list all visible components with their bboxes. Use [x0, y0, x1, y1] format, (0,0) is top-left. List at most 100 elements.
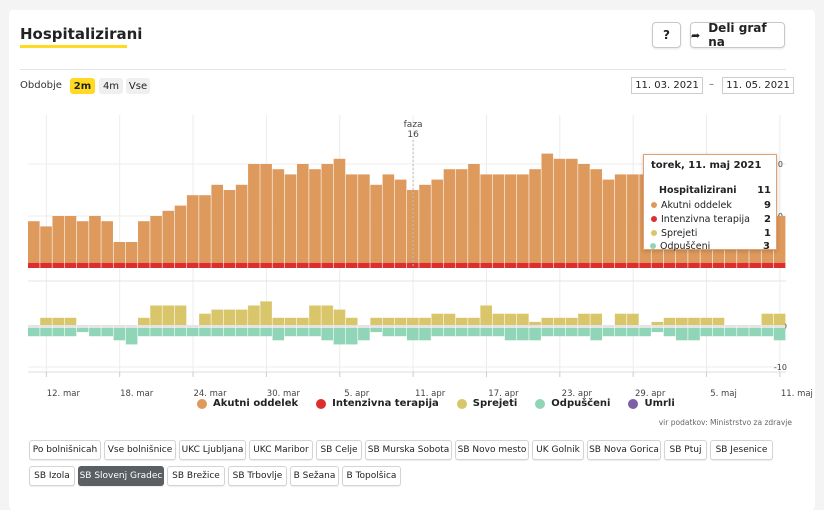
bar-net-change — [468, 325, 480, 328]
legend-item-intenzivna[interactable]: Intenzivna terapija — [316, 398, 439, 409]
period-option-all[interactable]: Vse — [126, 78, 150, 94]
bar-akutni-oddelek — [517, 174, 529, 263]
filter-sb-jesenice[interactable]: SB Jesenice — [710, 440, 773, 460]
bar-sprejeti — [455, 317, 468, 326]
bar-akutni-oddelek — [492, 174, 505, 263]
tooltip-row-label: Akutni oddelek — [661, 199, 732, 211]
legend-item-sprejeti[interactable]: Sprejeti — [456, 398, 517, 409]
date-to-input[interactable]: 11. 05. 2021 — [722, 77, 794, 94]
bar-net-change — [174, 325, 187, 328]
bar-net-change — [248, 325, 260, 328]
bar-odpusceni — [235, 328, 248, 337]
filter-vse-bolnisnice[interactable]: Vse bolnišnice — [104, 440, 176, 460]
bar-sprejeti — [345, 317, 358, 326]
bar-intenzivna-terapija — [260, 262, 272, 268]
bar-sprejeti — [761, 313, 774, 326]
bar-akutni-oddelek — [529, 169, 541, 263]
bar-net-change — [150, 325, 162, 328]
bar-sprejeti — [517, 313, 529, 326]
bar-net-change — [651, 325, 664, 328]
bar-sprejeti — [272, 317, 285, 326]
bar-odpusceni — [260, 328, 272, 337]
filter-b-sezana[interactable]: B Sežana — [290, 466, 339, 486]
bar-odpusceni — [688, 328, 700, 341]
bar-sprejeti — [235, 309, 248, 326]
bar-sprejeti — [40, 317, 52, 326]
x-tick-label: 5. maj — [710, 389, 737, 399]
filter-uk-golnik[interactable]: UK Golnik — [532, 440, 584, 460]
help-button[interactable]: ? — [652, 22, 681, 48]
bar-net-change — [125, 325, 138, 328]
filter-sb-murska-sobota[interactable]: SB Murska Sobota — [365, 440, 452, 460]
x-tick-label: 12. mar — [47, 389, 81, 399]
bar-intenzivna-terapija — [211, 262, 224, 268]
bar-sprejeti — [370, 317, 382, 326]
bar-sprejeti — [614, 313, 627, 326]
bar-sprejeti — [64, 317, 77, 326]
filter-sb-brezice[interactable]: SB Brežice — [167, 466, 225, 486]
bar-intenzivna-terapija — [773, 262, 786, 268]
bar-akutni-oddelek — [186, 195, 199, 263]
share-button[interactable]: ➦ Deli graf na — [690, 21, 785, 49]
bar-odpusceni — [101, 328, 113, 337]
filter-sb-slovenj-gradec[interactable]: SB Slovenj Gradec — [78, 466, 164, 486]
tooltip-row-label: Sprejeti — [661, 227, 698, 239]
tooltip-row-value: 1 — [764, 227, 771, 239]
tooltip-total-label: Hospitalizirani — [659, 184, 737, 196]
bar-akutni-oddelek — [382, 174, 395, 263]
bar-net-change — [76, 325, 89, 328]
bar-sprejeti — [590, 313, 603, 326]
bar-intenzivna-terapija — [162, 262, 175, 268]
filter-sb-novo-mesto[interactable]: SB Novo mesto — [455, 440, 529, 460]
date-from-input[interactable]: 11. 03. 2021 — [631, 77, 703, 94]
bar-odpusceni — [309, 328, 321, 337]
bar-odpusceni — [40, 328, 52, 337]
bar-net-change — [737, 325, 749, 328]
bar-net-change — [480, 325, 492, 328]
bar-sprejeti — [504, 313, 517, 326]
bar-net-change — [541, 325, 554, 328]
period-option-2m[interactable]: 2m — [70, 78, 95, 94]
period-option-4m[interactable]: 4m — [99, 78, 123, 94]
legend-label: Odpuščeni — [551, 398, 611, 409]
title-underline — [20, 45, 127, 48]
bar-net-change — [358, 325, 370, 328]
tooltip-dot — [650, 243, 656, 249]
bar-odpusceni — [529, 328, 541, 341]
bar-sprejeti — [431, 313, 444, 326]
legend-item-umrli[interactable]: Umrli — [628, 398, 675, 409]
bar-net-change — [773, 325, 786, 328]
bar-akutni-oddelek — [64, 216, 77, 263]
bar-sprejeti — [443, 313, 456, 326]
bar-akutni-oddelek — [431, 179, 444, 263]
tooltip-row-sprejeti: Sprejeti 1 — [651, 227, 771, 239]
x-tick-label: 17. apr — [488, 389, 519, 399]
bar-net-change — [492, 325, 505, 328]
share-arrow-icon: ➦ — [691, 28, 701, 42]
bar-net-change — [260, 325, 272, 328]
bar-akutni-oddelek — [321, 164, 334, 263]
filter-po-bolnisnicah[interactable]: Po bolnišnicah — [29, 440, 101, 460]
filter-sb-nova-gorica[interactable]: SB Nova Gorica — [587, 440, 661, 460]
bar-sprejeti — [394, 317, 407, 326]
tooltip-dot — [651, 216, 657, 222]
bar-intenzivna-terapija — [590, 262, 603, 268]
bar-odpusceni — [627, 328, 639, 337]
bar-sprejeti — [223, 309, 236, 326]
bar-odpusceni — [284, 328, 297, 337]
filter-sb-ptuj[interactable]: SB Ptuj — [664, 440, 707, 460]
bar-odpusceni — [712, 328, 725, 337]
legend-item-akutni[interactable]: Akutni oddelek — [197, 398, 298, 409]
filter-sb-trbovlje[interactable]: SB Trbovlje — [228, 466, 287, 486]
legend-item-odpusceni[interactable]: Odpuščeni — [535, 398, 610, 409]
bar-intenzivna-terapija — [223, 262, 236, 268]
y-tick-label: 20 — [773, 160, 783, 169]
filter-b-topolsica[interactable]: B Topolšica — [342, 466, 401, 486]
bar-net-change — [749, 325, 761, 328]
filter-sb-celje[interactable]: SB Celje — [316, 440, 362, 460]
bar-net-change — [113, 325, 126, 328]
filter-ukc-maribor[interactable]: UKC Maribor — [249, 440, 313, 460]
filter-sb-izola[interactable]: SB Izola — [29, 466, 75, 486]
bar-akutni-oddelek — [419, 184, 431, 263]
filter-ukc-ljubljana[interactable]: UKC Ljubljana — [179, 440, 246, 460]
